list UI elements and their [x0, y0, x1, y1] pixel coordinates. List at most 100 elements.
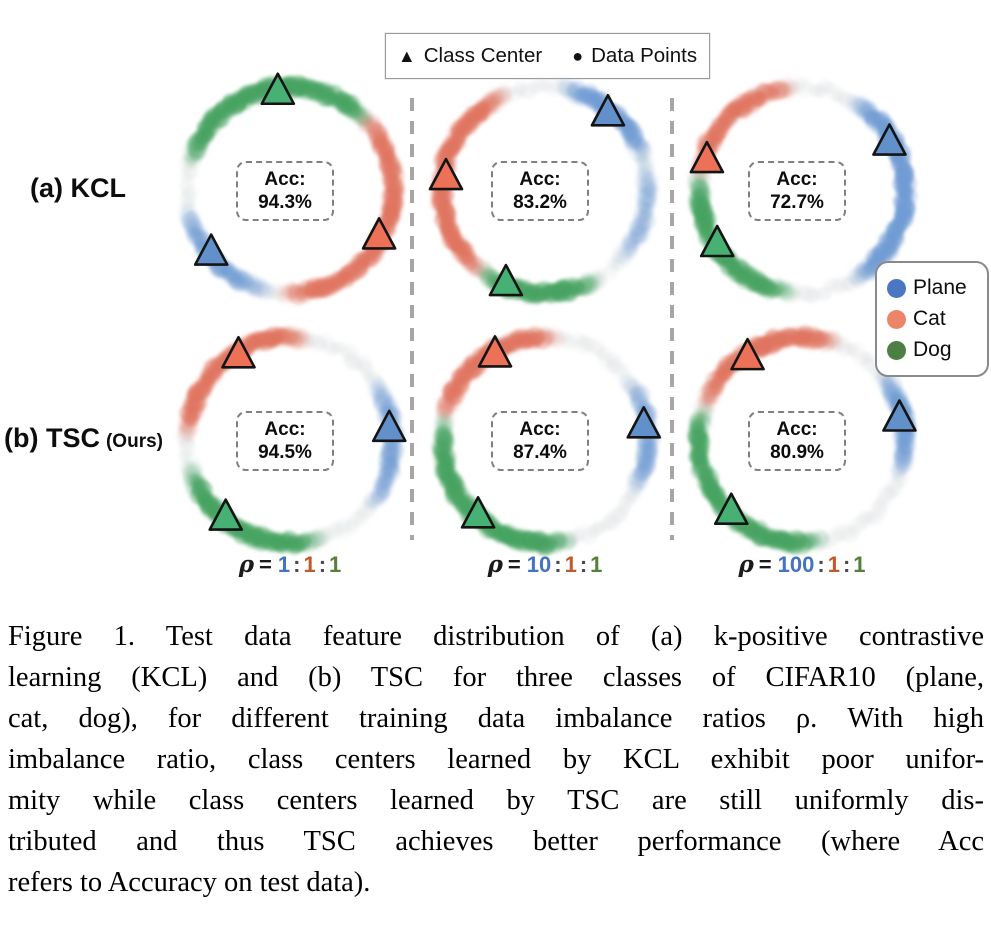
ratio-value: 1 [590, 552, 603, 577]
dog-class-center-triangle [699, 224, 735, 258]
class-legend: Plane Cat Dog [875, 261, 989, 377]
rho-symbol: ρ [238, 551, 255, 578]
ratio-value: 1 [827, 552, 840, 577]
equals-sign: = [259, 552, 272, 577]
ring-plot-kcl-10: Acc: 83.2% [425, 70, 665, 310]
circle-marker-icon: ● [572, 46, 584, 66]
ring-scatter [174, 325, 407, 555]
legend-class-center: ▲ Class Center [398, 44, 542, 68]
ratio-label-10: ρ = 10:1:1 [425, 551, 665, 578]
ratio-value: 10 [526, 552, 552, 577]
row-label-tsc: (b) TSC (Ours) [4, 423, 163, 454]
accuracy-value: 94.5% [258, 442, 312, 463]
plane-class-center-triangle [882, 399, 917, 432]
ring-scatter [431, 326, 662, 557]
cat-class-center-triangle [361, 217, 397, 250]
ratio-value: 1 [853, 552, 866, 577]
dog-class-center-triangle [208, 498, 244, 531]
ratio-value: 100 [777, 552, 815, 577]
dog-class-center-triangle [260, 72, 296, 106]
ratio-label-100: ρ = 100:1:1 [682, 551, 922, 578]
cat-class-center-triangle [477, 335, 513, 368]
cat-label: Cat [913, 307, 946, 330]
ratio-colon: : [293, 552, 301, 577]
row-label-tsc-text: (b) TSC [4, 423, 100, 453]
dog-class-center-triangle [488, 263, 524, 297]
accuracy-box: Acc: 94.3% [236, 161, 334, 221]
dog-label: Dog [913, 338, 952, 361]
ratio-colon: : [842, 552, 851, 577]
ratio-value: 1 [303, 552, 316, 577]
dog-class-center-triangle [713, 492, 749, 526]
accuracy-label: Acc: [776, 169, 818, 190]
caption-line: imbalance ratio, class centers learned b… [8, 744, 984, 775]
ring-scatter [687, 76, 918, 304]
cat-class-center-triangle [428, 157, 464, 191]
accuracy-value: 94.3% [258, 192, 312, 213]
accuracy-label: Acc: [776, 419, 818, 440]
accuracy-label: Acc: [519, 169, 561, 190]
legend-item-cat: Cat [887, 307, 987, 331]
class-center-label: Class Center [423, 44, 543, 67]
plane-class-center-triangle [371, 409, 407, 443]
accuracy-value: 80.9% [770, 442, 824, 463]
equals-sign: = [758, 552, 772, 577]
ring-plot-tsc-1: Acc: 94.5% [170, 320, 410, 560]
ring-scatter [178, 72, 405, 306]
figure-caption: Figure 1. Test data feature distribution… [8, 616, 984, 903]
accuracy-value: 87.4% [513, 442, 567, 463]
accuracy-label: Acc: [519, 419, 561, 440]
legend-data-points: ● Data Points [572, 44, 697, 68]
cat-class-center-triangle [730, 337, 765, 371]
row-label-tsc-suffix: (Ours) [105, 431, 163, 452]
caption-line: cat, dog), for different training data i… [8, 703, 984, 734]
rho-symbol: ρ [738, 551, 754, 578]
dog-dot-icon [887, 340, 906, 360]
plane-class-center-triangle [626, 406, 662, 439]
column-separator [670, 98, 674, 540]
caption-line: tributed and thus TSC achieves better pe… [8, 826, 984, 857]
equals-sign: = [507, 552, 521, 577]
cat-dot-icon [887, 309, 906, 329]
ratio-colon: : [817, 552, 825, 577]
plane-dot-icon [887, 278, 906, 298]
accuracy-box: Acc: 72.7% [748, 161, 846, 221]
accuracy-box: Acc: 83.2% [491, 161, 589, 221]
accuracy-label: Acc: [264, 169, 306, 190]
ratio-value: 1 [329, 552, 342, 577]
ratio-label-1: ρ = 1:1:1 [170, 551, 410, 578]
plane-label: Plane [913, 276, 967, 299]
ring-scatter [686, 325, 917, 556]
legend-item-plane: Plane [887, 276, 987, 300]
data-points-label: Data Points [591, 44, 698, 67]
ratio-value: 1 [564, 552, 577, 577]
rho-symbol: ρ [487, 551, 503, 578]
accuracy-value: 72.7% [770, 192, 824, 213]
row-label-kcl-text: (a) KCL [30, 173, 126, 203]
caption-line: mity while class centers learned by TSC … [8, 785, 984, 816]
marker-legend: ▲ Class Center ● Data Points [385, 33, 710, 79]
ratio-colon: : [579, 552, 588, 577]
caption-line: learning (KCL) and (b) TSC for three cla… [8, 662, 984, 693]
dog-class-center-triangle [460, 496, 496, 529]
legend-item-dog: Dog [887, 338, 987, 362]
plane-class-center-triangle [193, 233, 229, 266]
triangle-marker-icon: ▲ [397, 46, 416, 66]
plane-class-center-triangle [590, 93, 626, 127]
ratio-colon: : [318, 552, 327, 577]
ring-plot-tsc-10: Acc: 87.4% [425, 320, 665, 560]
row-label-kcl: (a) KCL [30, 173, 126, 204]
accuracy-label: Acc: [264, 419, 306, 440]
ring-plot-tsc-100: Acc: 80.9% [682, 320, 922, 560]
plane-class-center-triangle [872, 123, 907, 156]
ratio-colon: : [554, 552, 562, 577]
accuracy-box: Acc: 94.5% [236, 411, 334, 471]
cat-class-center-triangle [221, 335, 256, 369]
column-separator [410, 98, 414, 540]
caption-line: Figure 1. Test data feature distribution… [8, 621, 984, 652]
ring-plot-kcl-100: Acc: 72.7% [682, 70, 922, 310]
ratio-value: 1 [277, 552, 291, 577]
accuracy-value: 83.2% [513, 192, 567, 213]
ring-plot-kcl-1: Acc: 94.3% [170, 70, 410, 310]
